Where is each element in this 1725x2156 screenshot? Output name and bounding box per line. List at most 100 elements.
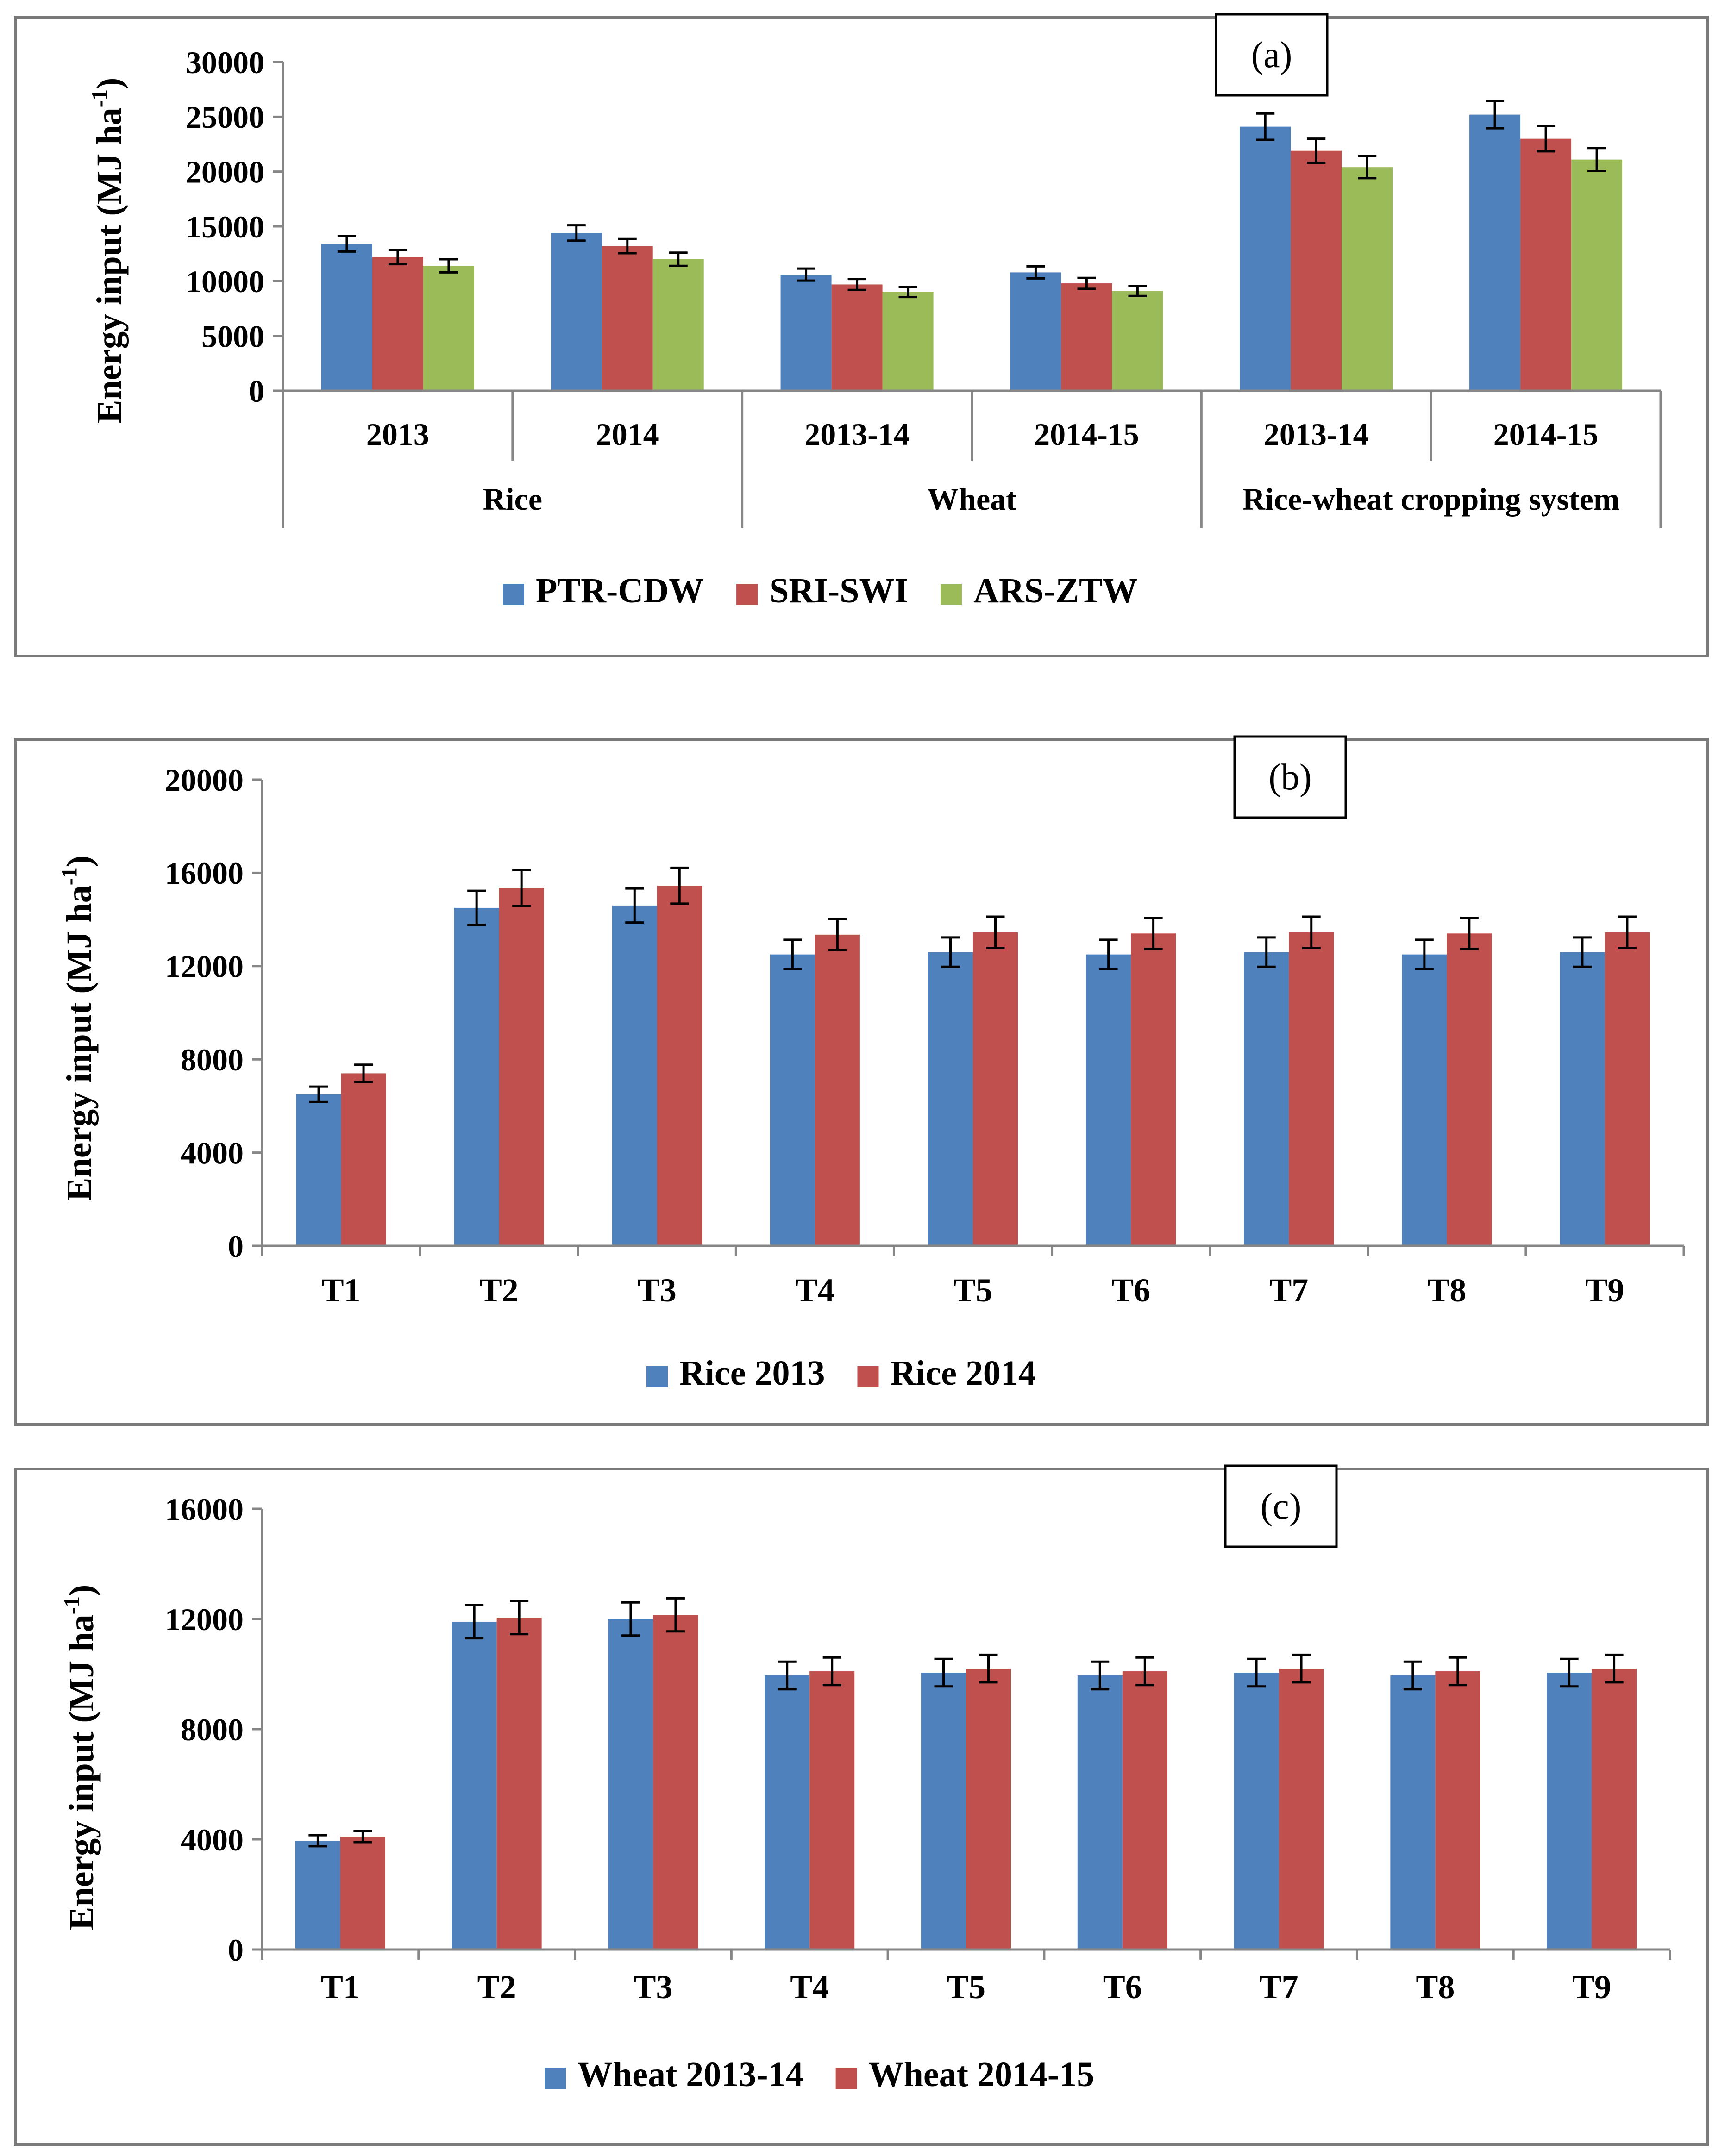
legend-label: SRI-SWI: [769, 571, 908, 610]
x-category-label: T9: [1572, 1969, 1611, 2006]
y-axis-title: Energy input (MJ ha-1): [88, 78, 129, 424]
x-category-label: T3: [634, 1969, 672, 2006]
bar: [296, 1094, 341, 1246]
x-category-label: 2013-14: [804, 417, 910, 452]
x-category-label: T1: [322, 1272, 361, 1309]
bar: [1131, 933, 1176, 1246]
y-tick-label: 16000: [165, 856, 244, 891]
bar: [499, 888, 544, 1246]
x-category-label: 2014-15: [1493, 417, 1599, 452]
legend-swatch: [545, 2068, 566, 2089]
bar: [608, 1619, 653, 1950]
bar: [1279, 1669, 1324, 1950]
bar: [372, 257, 423, 391]
legend-label: Rice 2013: [679, 1354, 825, 1393]
y-tick-label: 16000: [165, 1492, 244, 1527]
y-tick-label: 8000: [181, 1042, 244, 1077]
bar: [921, 1673, 966, 1950]
bar: [809, 1671, 855, 1950]
bar: [1390, 1675, 1436, 1950]
legend-label: Wheat 2014-15: [869, 2055, 1095, 2094]
bar: [1122, 1671, 1167, 1950]
chart-panel-b: 0 4000 8000 12000 16000 20000 Energy input (MJ…: [14, 735, 1709, 1426]
bar: [1520, 138, 1572, 391]
bar: [295, 1840, 340, 1950]
y-tick-label: 10000: [186, 264, 264, 299]
y-tick-label: 20000: [165, 762, 244, 798]
bar: [612, 905, 657, 1246]
bar: [653, 1615, 698, 1950]
panel-label: (c): [1261, 1486, 1302, 1527]
bar: [831, 284, 883, 391]
bar: [452, 1621, 497, 1950]
panel-label-box: [1215, 13, 1329, 97]
bar: [1234, 1673, 1279, 1950]
bar: [1010, 272, 1061, 391]
legend-swatch: [736, 584, 758, 605]
bar: [1342, 167, 1393, 391]
bar: [551, 233, 602, 391]
y-tick-label: 4000: [181, 1822, 244, 1857]
energy-input-chart-c: 0 4000 8000 12000 16000 Energy input (MJ ha-1…: [60, 1464, 1671, 2094]
y-axis-title: Energy input (MJ ha-1): [60, 1585, 101, 1931]
panel-label: (b): [1268, 757, 1311, 798]
x-category-label: T2: [477, 1969, 516, 2006]
panel-label-box: [1233, 735, 1347, 819]
x-category-label: T8: [1416, 1969, 1455, 2006]
bar: [1061, 283, 1112, 391]
bar: [882, 292, 934, 391]
energy-input-chart-b: 0 4000 8000 12000 16000 20000 Energy input (MJ…: [58, 735, 1685, 1393]
bar: [815, 934, 860, 1246]
y-tick-label: 0: [228, 1229, 244, 1264]
bar: [1592, 1669, 1637, 1950]
x-category-label: T6: [1111, 1272, 1150, 1309]
legend-swatch: [646, 1366, 668, 1387]
legend-swatch: [940, 584, 962, 605]
y-tick-label: 0: [249, 374, 264, 409]
x-category-label: T2: [480, 1272, 519, 1309]
bar: [966, 1669, 1011, 1950]
legend-label: PTR-CDW: [536, 571, 704, 610]
chart-panel-c: 0 4000 8000 12000 16000 Energy input (MJ ha-1…: [14, 1464, 1709, 2146]
x-category-label: T5: [947, 1969, 985, 2006]
y-tick-label: 20000: [186, 154, 264, 189]
bar: [1447, 933, 1492, 1246]
bar: [657, 886, 702, 1246]
bar: [1244, 952, 1289, 1246]
legend-label: ARS-ZTW: [973, 571, 1138, 610]
y-tick-label: 15000: [186, 209, 264, 244]
bar: [454, 907, 499, 1246]
bar: [1240, 126, 1291, 391]
bar: [602, 246, 653, 391]
panel-label: (a): [1251, 35, 1292, 75]
legend-swatch: [835, 2068, 857, 2089]
x-category-label: T8: [1427, 1272, 1466, 1309]
x-category-label: T5: [953, 1272, 992, 1309]
bar: [1560, 952, 1605, 1246]
bar: [1291, 150, 1342, 391]
legend-label: Rice 2014: [890, 1354, 1035, 1393]
bar: [770, 954, 815, 1246]
x-category-label: T4: [796, 1272, 834, 1309]
bar: [1077, 1675, 1123, 1950]
bar: [1435, 1671, 1480, 1950]
y-tick-label: 12000: [165, 949, 244, 984]
chart-panel-a: 0 5000 10000 15000 20000 25000 30000 Energy inp…: [14, 13, 1709, 657]
bar: [1112, 291, 1163, 391]
x-category-label: T6: [1103, 1969, 1142, 2006]
x-category-label: 2014-15: [1034, 417, 1139, 452]
legend-swatch: [857, 1366, 879, 1387]
x-category-label: 2013-14: [1264, 417, 1369, 452]
x-group-label: Rice: [483, 481, 542, 517]
energy-input-chart-a: 0 5000 10000 15000 20000 25000 30000 Energy inp…: [88, 13, 1662, 610]
x-category-label: 2013: [366, 417, 429, 452]
bar: [1571, 159, 1623, 391]
x-category-label: T1: [321, 1969, 360, 2006]
y-axis-title: Energy input (MJ ha-1): [58, 856, 99, 1201]
legend-label: Wheat 2013-14: [577, 2055, 803, 2094]
y-tick-label: 4000: [181, 1135, 244, 1170]
y-tick-label: 25000: [186, 100, 264, 135]
y-tick-label: 30000: [186, 45, 264, 80]
bar: [340, 1837, 385, 1950]
bar: [1547, 1673, 1592, 1950]
